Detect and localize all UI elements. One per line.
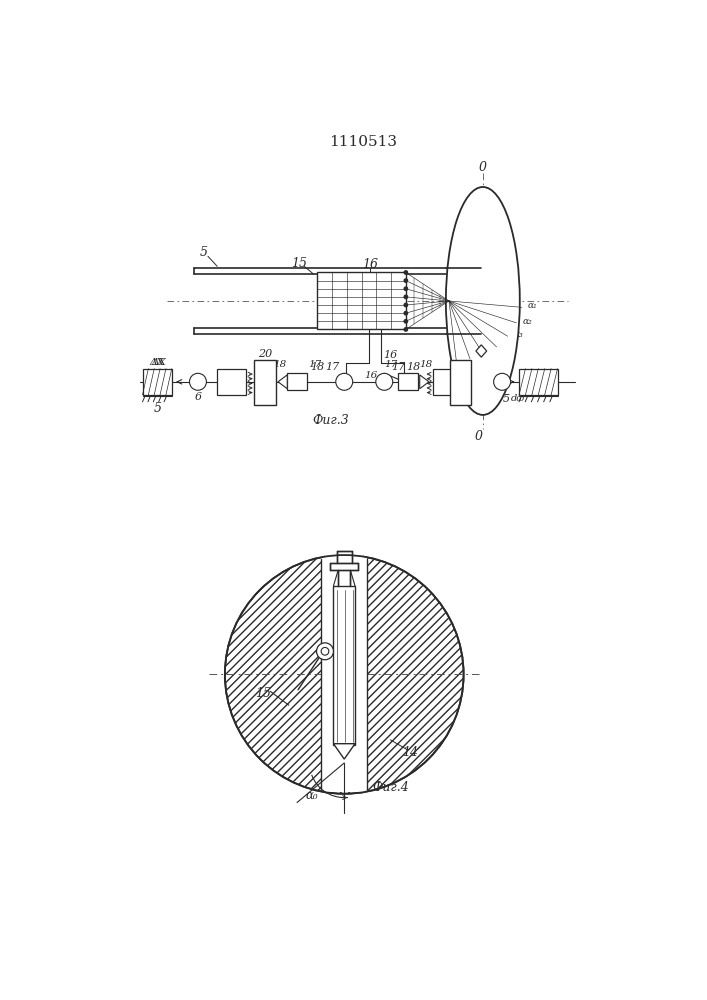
Circle shape <box>225 555 464 794</box>
Text: 5: 5 <box>200 246 208 259</box>
Text: 20: 20 <box>453 349 467 359</box>
Text: Фиг.4: Фиг.4 <box>372 781 409 794</box>
Text: 5: 5 <box>503 394 510 404</box>
Text: α₅: α₅ <box>482 354 492 363</box>
Text: 18: 18 <box>419 360 433 369</box>
Text: 19: 19 <box>291 377 304 386</box>
Circle shape <box>189 373 206 390</box>
Text: 16: 16 <box>362 258 378 271</box>
Text: 18: 18 <box>407 362 421 372</box>
Text: 17: 17 <box>308 360 322 369</box>
Text: Σ: Σ <box>440 373 455 391</box>
Circle shape <box>493 373 510 390</box>
Text: 20: 20 <box>258 349 272 359</box>
Bar <box>317 272 406 329</box>
Circle shape <box>404 320 407 323</box>
Text: α₁: α₁ <box>527 301 537 310</box>
Text: 7: 7 <box>487 394 494 404</box>
Text: 17: 17 <box>391 362 405 372</box>
Text: 16: 16 <box>383 350 397 360</box>
Text: α₇: α₇ <box>455 359 464 368</box>
Circle shape <box>336 373 353 390</box>
Text: 6: 6 <box>194 392 201 402</box>
Circle shape <box>404 303 407 307</box>
Text: ΔX: ΔX <box>150 358 165 367</box>
Circle shape <box>404 311 407 315</box>
Text: 17: 17 <box>384 360 397 369</box>
Text: α₂: α₂ <box>522 317 532 326</box>
Text: 17: 17 <box>325 362 340 372</box>
Circle shape <box>321 647 329 655</box>
Text: 18: 18 <box>273 360 286 369</box>
Circle shape <box>404 295 407 299</box>
Bar <box>254 360 276 405</box>
Text: α₃: α₃ <box>513 330 523 339</box>
Text: 18: 18 <box>310 362 325 372</box>
Text: 16: 16 <box>365 371 378 380</box>
Polygon shape <box>476 345 486 357</box>
Polygon shape <box>334 744 355 759</box>
Text: α₆: α₆ <box>468 358 478 367</box>
Text: ΔX: ΔX <box>151 358 166 367</box>
Circle shape <box>317 643 334 660</box>
Text: α₀: α₀ <box>305 789 318 802</box>
Bar <box>398 373 418 389</box>
Text: 1110513: 1110513 <box>329 135 397 149</box>
Bar <box>325 540 363 590</box>
Ellipse shape <box>446 187 520 415</box>
Bar <box>450 360 472 405</box>
Polygon shape <box>278 375 287 389</box>
Text: 5: 5 <box>154 402 162 415</box>
Circle shape <box>376 373 393 390</box>
Text: 15: 15 <box>291 257 308 270</box>
Circle shape <box>404 279 407 282</box>
Circle shape <box>404 271 407 274</box>
Text: Фиг.3: Фиг.3 <box>312 414 349 427</box>
Bar <box>143 369 172 395</box>
Bar <box>321 557 368 792</box>
Text: 14: 14 <box>491 352 506 362</box>
Text: 7: 7 <box>498 377 506 387</box>
Text: 6: 6 <box>194 377 201 387</box>
Bar <box>334 586 355 745</box>
Bar <box>433 369 462 395</box>
Bar <box>287 373 308 389</box>
Circle shape <box>404 287 407 290</box>
Text: dω: dω <box>510 394 525 403</box>
Text: α₄: α₄ <box>503 341 513 350</box>
Text: 15: 15 <box>255 687 271 700</box>
Text: 14: 14 <box>402 746 418 759</box>
Circle shape <box>404 328 407 331</box>
Bar <box>217 369 247 395</box>
Text: 0: 0 <box>479 161 487 174</box>
Polygon shape <box>420 375 429 389</box>
Text: Σ: Σ <box>225 373 239 391</box>
Text: 0: 0 <box>475 430 483 443</box>
Text: 19: 19 <box>402 377 415 386</box>
Bar <box>519 369 558 395</box>
